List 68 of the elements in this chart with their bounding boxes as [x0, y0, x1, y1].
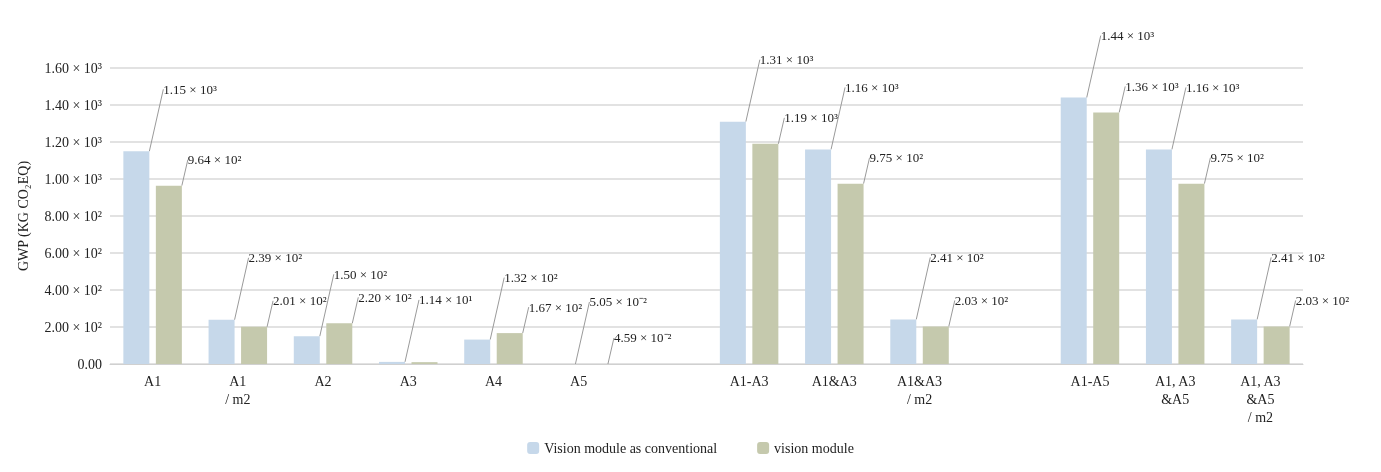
data-label: 1.14 × 10¹: [419, 292, 473, 308]
bar: [719, 121, 746, 364]
data-label: 2.39 × 10²: [248, 250, 303, 266]
x-tick-label: A3: [399, 373, 417, 389]
x-tick-label: A1&A3: [811, 373, 857, 389]
x-tick-label: A1: [144, 373, 162, 389]
x-tick-label: A2: [314, 373, 332, 389]
y-tick-label: 8.00 × 10²: [44, 208, 102, 224]
bar: [123, 151, 150, 364]
bar: [496, 333, 523, 364]
data-label: 4.59 × 10⁻²: [613, 330, 672, 346]
bar: [293, 336, 320, 364]
data-label: 1.19 × 10³: [784, 110, 838, 126]
data-label: 5.05 × 10⁻²: [589, 294, 648, 310]
data-label: 1.16 × 10³: [1185, 79, 1240, 95]
data-label: 1.44 × 10³: [1100, 28, 1155, 44]
data-label: 2.20 × 10²: [358, 289, 412, 305]
y-tick-label: 1.20 × 10³: [44, 134, 102, 150]
y-tick-label: 4.00 × 10²: [44, 282, 102, 298]
y-tick-label: 1.60 × 10³: [44, 60, 102, 76]
data-label: 1.16 × 10³: [845, 79, 899, 95]
legend-label: vision module: [774, 440, 854, 456]
bar: [1178, 183, 1205, 364]
bar: [379, 361, 405, 364]
x-tick-label: A1, A3 &A5: [1154, 373, 1196, 407]
bar: [752, 143, 779, 364]
y-axis-title: GWP (KG CO₂EQ): [15, 160, 32, 272]
bar: [922, 326, 949, 364]
data-label: 2.03 × 10²: [1295, 292, 1350, 308]
data-label: 9.64 × 10²: [187, 152, 242, 168]
data-label: 2.41 × 10²: [930, 249, 984, 265]
bar: [1060, 97, 1087, 364]
data-label: 1.32 × 10²: [504, 270, 558, 286]
y-tick-label: 1.40 × 10³: [44, 97, 102, 113]
x-tick-label: A5: [570, 373, 588, 389]
data-label: 2.41 × 10²: [1271, 249, 1325, 265]
bar: [837, 183, 864, 364]
bar: [1231, 319, 1258, 364]
data-label: 1.36 × 10³: [1125, 78, 1179, 94]
data-label: 2.01 × 10²: [273, 293, 327, 309]
y-tick-label: 2.00 × 10²: [44, 319, 102, 335]
legend-label: Vision module as conventional: [544, 440, 718, 456]
data-label: 9.75 × 10²: [1210, 150, 1265, 166]
x-tick-label: A1, A3 &A5 / m2: [1240, 373, 1281, 425]
data-label: 1.50 × 10²: [333, 266, 388, 282]
bar: [208, 319, 235, 364]
bar: [326, 323, 353, 364]
bar: [1093, 112, 1120, 364]
x-tick-label: A1&A3 / m2: [896, 373, 943, 407]
x-tick-label: A1-A3: [729, 373, 769, 389]
bar: [805, 149, 832, 364]
x-tick-label: A4: [484, 373, 503, 389]
bar: [241, 326, 268, 364]
bar: [155, 185, 182, 364]
x-tick-label: A1 / m2: [225, 373, 251, 407]
bar: [1263, 326, 1290, 364]
data-label: 9.75 × 10²: [869, 150, 924, 166]
y-tick-label: 1.00 × 10³: [44, 171, 102, 187]
y-tick-label: 0.00: [77, 356, 102, 372]
data-label: 2.03 × 10²: [954, 292, 1009, 308]
data-label: 1.31 × 10³: [759, 52, 814, 68]
data-label: 1.15 × 10³: [163, 81, 217, 97]
x-tick-label: A1-A5: [1070, 373, 1110, 389]
bar: [1145, 149, 1172, 364]
data-label: 1.67 × 10²: [528, 299, 583, 315]
bar: [890, 319, 917, 364]
bar: [464, 339, 491, 364]
y-tick-label: 6.00 × 10²: [44, 245, 102, 261]
